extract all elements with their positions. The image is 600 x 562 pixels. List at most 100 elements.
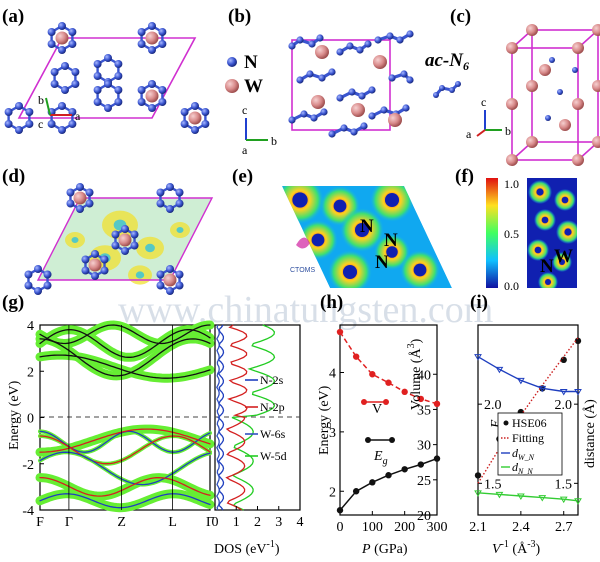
w-atom <box>526 80 538 92</box>
n-atom <box>180 120 189 128</box>
w-atom <box>506 42 518 54</box>
axis-b-b: b <box>271 134 277 148</box>
n-atom <box>61 62 69 70</box>
legend-w6s: W-6s <box>260 427 286 441</box>
n6-unit <box>433 81 461 98</box>
h-point <box>433 400 441 408</box>
n-atom <box>47 28 56 36</box>
n-atom <box>296 76 304 84</box>
i-marker <box>516 493 525 500</box>
charge-core <box>176 227 184 233</box>
unit-label: ac-N6 <box>425 50 469 73</box>
dos-xtick-label: 3 <box>275 515 282 530</box>
fat-band <box>35 489 215 513</box>
g-ytick-label: -4 <box>22 504 34 519</box>
w-atom <box>526 136 538 148</box>
legend-n-icon <box>227 57 237 67</box>
elf-hole <box>541 216 549 224</box>
n-atom <box>137 40 146 48</box>
band-structure <box>35 320 215 513</box>
i-xtick-label: 2.1 <box>469 520 487 535</box>
elf-map-e <box>282 186 452 288</box>
k-label: Γ <box>206 515 214 530</box>
n-atom <box>356 46 364 54</box>
panel-label-b: (b) <box>228 6 251 27</box>
elf-hole <box>413 263 427 277</box>
n-atom <box>47 40 56 48</box>
i-marker <box>474 490 482 497</box>
n-atom <box>364 40 372 48</box>
i-ylabel-right: distance (Å) <box>582 399 598 468</box>
w-atom <box>145 89 159 103</box>
i-xlabel: V-1 (Å-3) <box>492 539 541 557</box>
n-atom <box>34 265 42 273</box>
w-atom <box>526 24 538 36</box>
h-frame <box>339 324 438 516</box>
n-atom <box>191 102 199 110</box>
n-atom <box>104 80 112 88</box>
h-point <box>433 455 441 462</box>
n-atom <box>66 199 75 208</box>
atoms-c <box>506 24 600 166</box>
dos-n2p <box>225 324 248 511</box>
legend-n: N <box>244 52 258 73</box>
h-ytick-right-label: 20 <box>417 509 431 524</box>
i-series-line <box>477 337 579 484</box>
watermark: www.chinatungsten.com <box>118 289 493 331</box>
h-marker-v-dot <box>361 399 367 405</box>
n-atom <box>166 265 174 273</box>
band-line <box>39 435 211 465</box>
elf-map-f <box>527 178 577 288</box>
k-label: Γ <box>65 515 73 530</box>
n-atom <box>396 36 404 44</box>
w-atom <box>311 95 325 109</box>
i-marker <box>474 354 482 361</box>
band-line <box>39 328 211 358</box>
n-atom <box>156 281 165 290</box>
h-xtick-label: 0 <box>337 520 344 535</box>
n-atom <box>111 241 120 250</box>
n-atom <box>68 120 77 128</box>
h-ytick-right-label: 30 <box>417 439 431 454</box>
n-atom <box>130 241 139 250</box>
dos-w5d <box>231 324 276 511</box>
h-ytick-right-label: 25 <box>417 474 431 489</box>
h-marker-v-dot <box>383 399 389 405</box>
n-atom <box>318 74 326 82</box>
w-atom <box>592 80 600 92</box>
i-ytick-left-label: 2.0 <box>484 398 502 413</box>
n-atom <box>93 86 102 94</box>
h-xtick-label: 200 <box>394 520 415 535</box>
elf-hole <box>292 192 308 208</box>
n-atom <box>156 270 165 279</box>
h-point <box>417 395 425 403</box>
w-atom <box>55 31 69 45</box>
n-atom <box>175 199 184 208</box>
n-atom <box>93 60 102 68</box>
n-atom <box>43 281 52 290</box>
atom-label-fn: N <box>540 256 554 277</box>
w-atom <box>188 111 202 125</box>
band-line <box>39 451 211 486</box>
dos-curves <box>216 324 276 511</box>
w-atom <box>163 273 177 287</box>
h-label-eg: Eg <box>373 449 388 467</box>
n-atom <box>350 128 358 136</box>
n-atom <box>557 89 563 95</box>
w-atom <box>145 31 159 45</box>
elf-hole <box>294 274 306 286</box>
n-atom <box>93 72 102 80</box>
n-atom <box>121 225 129 233</box>
dos-xlabel: DOS (eV-1) <box>214 539 280 557</box>
i-point <box>560 356 567 364</box>
n-atom <box>148 46 156 54</box>
h-ytick-left-label: 2 <box>329 485 336 500</box>
panel-c: (c) ac-N6 c a b <box>425 6 600 166</box>
n-atom <box>374 36 382 44</box>
band-line <box>39 493 211 509</box>
h-point <box>369 479 376 486</box>
charge-core <box>145 243 155 253</box>
hex-rings <box>4 22 210 134</box>
n-atom <box>114 72 123 80</box>
